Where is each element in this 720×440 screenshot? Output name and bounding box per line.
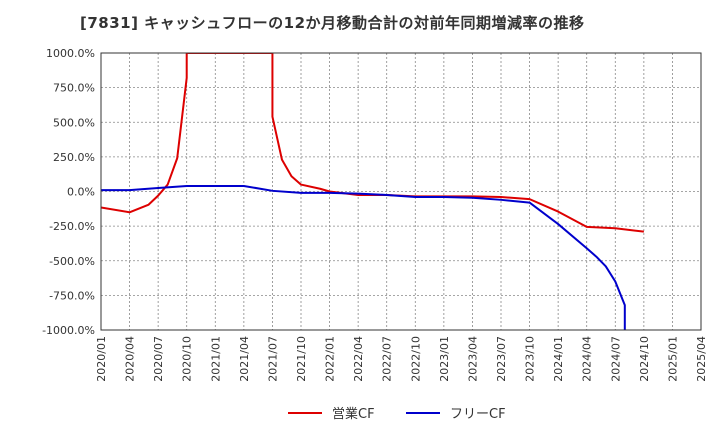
x-tick-label: 2022/10 bbox=[409, 336, 422, 382]
x-tick-label: 2025/04 bbox=[695, 336, 708, 382]
x-tick-label: 2023/04 bbox=[466, 336, 479, 382]
y-tick-label: 1000.0% bbox=[46, 47, 95, 60]
x-tick-label: 2020/04 bbox=[124, 336, 137, 382]
x-tick-label: 2024/01 bbox=[552, 336, 565, 382]
x-axis: 2020/01 2020/04 2020/07 2020/10 2021/01 2021/… bbox=[95, 336, 708, 382]
y-axis: 1000.0% 750.0% 500.0% 250.0% 0.0% -250.0% -500… bbox=[42, 47, 95, 337]
x-tick-label: 2021/01 bbox=[209, 336, 222, 382]
chart-title: [7831] キャッシュフローの12か月移動合計の対前年同期増減率の推移 bbox=[80, 14, 585, 32]
plot-frame bbox=[100, 52, 702, 331]
series-line-free-cf bbox=[101, 184, 626, 330]
x-tick-label: 2024/04 bbox=[581, 336, 594, 382]
y-tick-label: -1000.0% bbox=[42, 324, 95, 337]
y-tick-label: 250.0% bbox=[53, 151, 95, 164]
x-tick-label: 2025/01 bbox=[666, 336, 679, 382]
x-tick-label: 2022/04 bbox=[352, 336, 365, 382]
legend-label: フリーCF bbox=[450, 407, 506, 422]
y-tick-label: 500.0% bbox=[53, 116, 95, 129]
grid bbox=[101, 53, 701, 330]
y-tick-label: -250.0% bbox=[49, 220, 95, 233]
x-tick-label: 2021/10 bbox=[295, 336, 308, 382]
x-tick-label: 2022/01 bbox=[324, 336, 337, 382]
series-line-operating-cf bbox=[101, 53, 644, 233]
series-layer bbox=[101, 53, 644, 330]
x-tick-label: 2020/07 bbox=[152, 336, 165, 382]
y-tick-label: -500.0% bbox=[49, 255, 95, 268]
x-tick-label: 2021/07 bbox=[266, 336, 279, 382]
legend: 営業CF フリーCF bbox=[288, 406, 506, 422]
y-tick-label: -750.0% bbox=[49, 289, 95, 302]
x-tick-label: 2024/10 bbox=[638, 336, 651, 382]
x-tick-label: 2024/07 bbox=[609, 336, 622, 382]
legend-label: 営業CF bbox=[332, 406, 375, 422]
x-tick-label: 2023/01 bbox=[438, 336, 451, 382]
x-tick-label: 2020/10 bbox=[181, 336, 194, 382]
y-tick-label: 750.0% bbox=[53, 82, 95, 95]
x-tick-label: 2023/07 bbox=[495, 336, 508, 382]
x-tick-label: 2021/04 bbox=[238, 336, 251, 382]
x-tick-label: 2022/07 bbox=[381, 336, 394, 382]
x-tick-label: 2023/10 bbox=[524, 336, 537, 382]
y-tick-label: 0.0% bbox=[67, 186, 95, 199]
x-tick-label: 2020/01 bbox=[95, 336, 108, 382]
